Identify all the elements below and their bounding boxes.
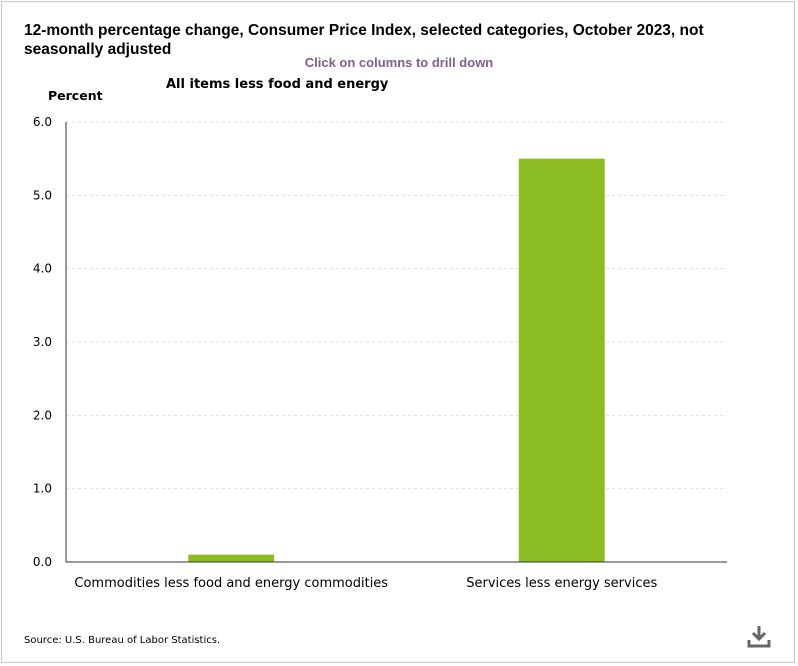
y-axis-label: Percent: [48, 88, 103, 103]
drill-down-hint: Click on columns to drill down: [304, 55, 494, 70]
y-tick-label: 2.0: [33, 408, 52, 422]
y-tick-labels: 0.0 1.0 2.0 3.0 4.0 5.0 6.0: [33, 115, 52, 569]
y-tick-label: 5.0: [33, 188, 52, 202]
download-button[interactable]: [744, 622, 774, 652]
y-tick-label: 3.0: [33, 335, 52, 349]
download-icon: [747, 626, 771, 648]
bar-2[interactable]: [518, 158, 605, 562]
gridlines: [66, 121, 727, 490]
bar-1[interactable]: [188, 554, 275, 562]
x-tick-labels: Commodities less food and energy commodi…: [74, 576, 657, 591]
y-tick-label: 0.0: [33, 555, 52, 569]
x-tick-label: Services less energy services: [466, 576, 657, 591]
bars: [188, 158, 605, 562]
x-tick-label: Commodities less food and energy commodi…: [74, 576, 388, 591]
y-tick-label: 4.0: [33, 262, 52, 276]
y-tick-label: 6.0: [33, 115, 52, 129]
y-tick-label: 1.0: [33, 482, 52, 496]
chart-subtitle: All items less food and energy: [166, 77, 389, 92]
chart-title: 12-month percentage change, Consumer Pri…: [24, 22, 704, 58]
source-note: Source: U.S. Bureau of Labor Statistics.: [24, 635, 221, 646]
